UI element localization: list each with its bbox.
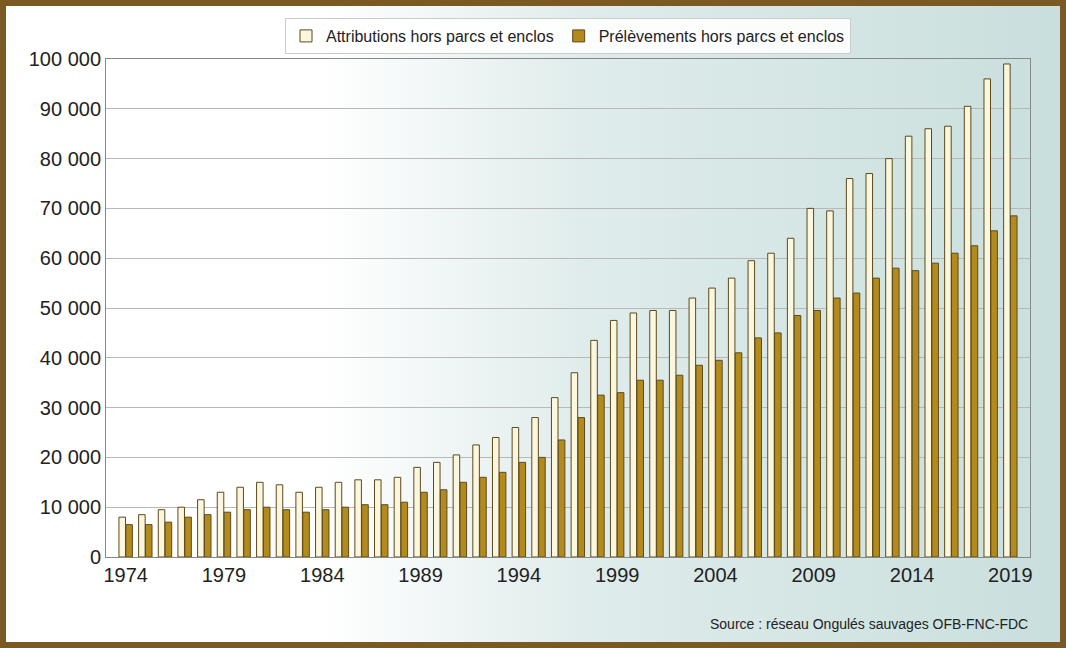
- svg-text:90 000: 90 000: [40, 98, 101, 120]
- svg-text:1974: 1974: [103, 564, 148, 586]
- svg-text:70 000: 70 000: [40, 197, 101, 219]
- svg-text:100 000: 100 000: [29, 48, 101, 70]
- svg-text:Attributions hors parcs et enc: Attributions hors parcs et enclos: [326, 28, 554, 45]
- svg-text:20 000: 20 000: [40, 446, 101, 468]
- svg-text:80 000: 80 000: [40, 148, 101, 170]
- svg-text:60 000: 60 000: [40, 247, 101, 269]
- svg-text:30 000: 30 000: [40, 397, 101, 419]
- svg-text:1994: 1994: [497, 564, 542, 586]
- svg-text:1999: 1999: [595, 564, 640, 586]
- svg-text:50 000: 50 000: [40, 297, 101, 319]
- svg-text:2004: 2004: [693, 564, 738, 586]
- svg-text:Source : réseau Ongulés sauvag: Source : réseau Ongulés sauvages OFB-FNC…: [710, 616, 1028, 632]
- svg-text:1979: 1979: [202, 564, 247, 586]
- svg-text:2014: 2014: [890, 564, 935, 586]
- svg-text:Prélèvements hors parcs et enc: Prélèvements hors parcs et enclos: [599, 28, 844, 45]
- svg-text:1989: 1989: [398, 564, 443, 586]
- svg-text:40 000: 40 000: [40, 347, 101, 369]
- svg-text:1984: 1984: [300, 564, 345, 586]
- svg-text:2009: 2009: [791, 564, 836, 586]
- svg-text:10 000: 10 000: [40, 496, 101, 518]
- svg-text:2019: 2019: [988, 564, 1033, 586]
- svg-text:0: 0: [90, 546, 101, 568]
